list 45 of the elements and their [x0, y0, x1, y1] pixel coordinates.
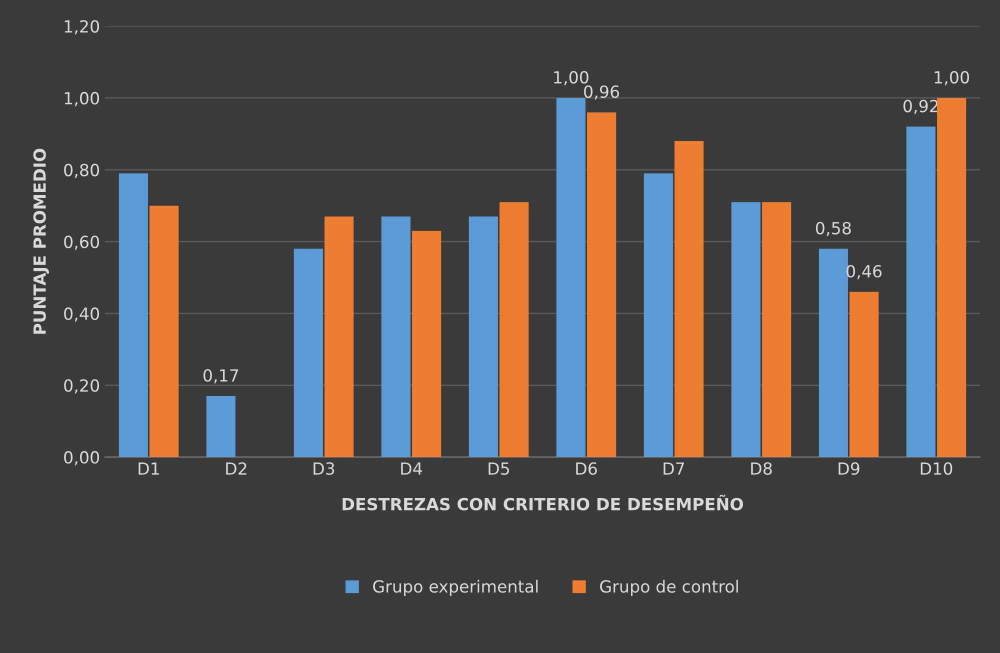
x-tick-label: D6 — [576, 462, 597, 475]
legend-label: Grupo experimental — [373, 580, 538, 596]
y-tick-label: 1,00 — [64, 92, 100, 106]
bar — [850, 292, 879, 458]
bar — [206, 396, 236, 458]
data-label: 0,58 — [816, 222, 851, 236]
bar — [118, 173, 148, 458]
y-axis-title: PUNTAJE PROMEDIO — [33, 148, 50, 334]
bar — [674, 141, 704, 458]
bar — [937, 98, 966, 458]
bar — [762, 202, 792, 458]
bar — [150, 206, 179, 458]
bar — [818, 248, 848, 458]
bar — [294, 248, 323, 458]
x-axis-title: DESTREZAS CON CRITERIO DE DESEMPEÑO — [342, 494, 744, 510]
y-tick-label: 0,20 — [64, 379, 100, 394]
legend-label: Grupo de control — [600, 580, 738, 596]
data-label: 0,17 — [203, 369, 238, 384]
x-tick-label: D10 — [920, 462, 952, 475]
bar — [468, 216, 498, 458]
bar — [412, 230, 442, 458]
bar — [324, 216, 354, 458]
bar — [381, 216, 410, 458]
x-tick-label: D9 — [838, 462, 860, 475]
bar — [556, 98, 586, 458]
data-label: 0,96 — [584, 85, 620, 100]
bar — [644, 173, 673, 458]
y-tick-label: 0,40 — [64, 307, 100, 322]
y-tick-label: 0,80 — [64, 164, 100, 178]
data-label: 1,00 — [934, 71, 970, 86]
y-tick-label: 1,20 — [64, 20, 100, 34]
bar — [906, 126, 936, 458]
bar — [500, 202, 529, 458]
bar — [587, 112, 616, 458]
bar — [731, 202, 760, 458]
y-tick-label: 0,00 — [64, 451, 100, 466]
y-tick-label: 0,60 — [64, 236, 100, 250]
x-tick-label: D3 — [314, 462, 334, 475]
x-tick-label: D4 — [401, 462, 422, 475]
x-tick-label: D2 — [226, 462, 246, 475]
x-tick-label: D8 — [751, 462, 772, 475]
data-label: 1,00 — [554, 71, 588, 86]
x-tick-label: D5 — [488, 462, 510, 475]
x-tick-label: D1 — [138, 462, 159, 475]
x-tick-label: D7 — [664, 462, 684, 475]
